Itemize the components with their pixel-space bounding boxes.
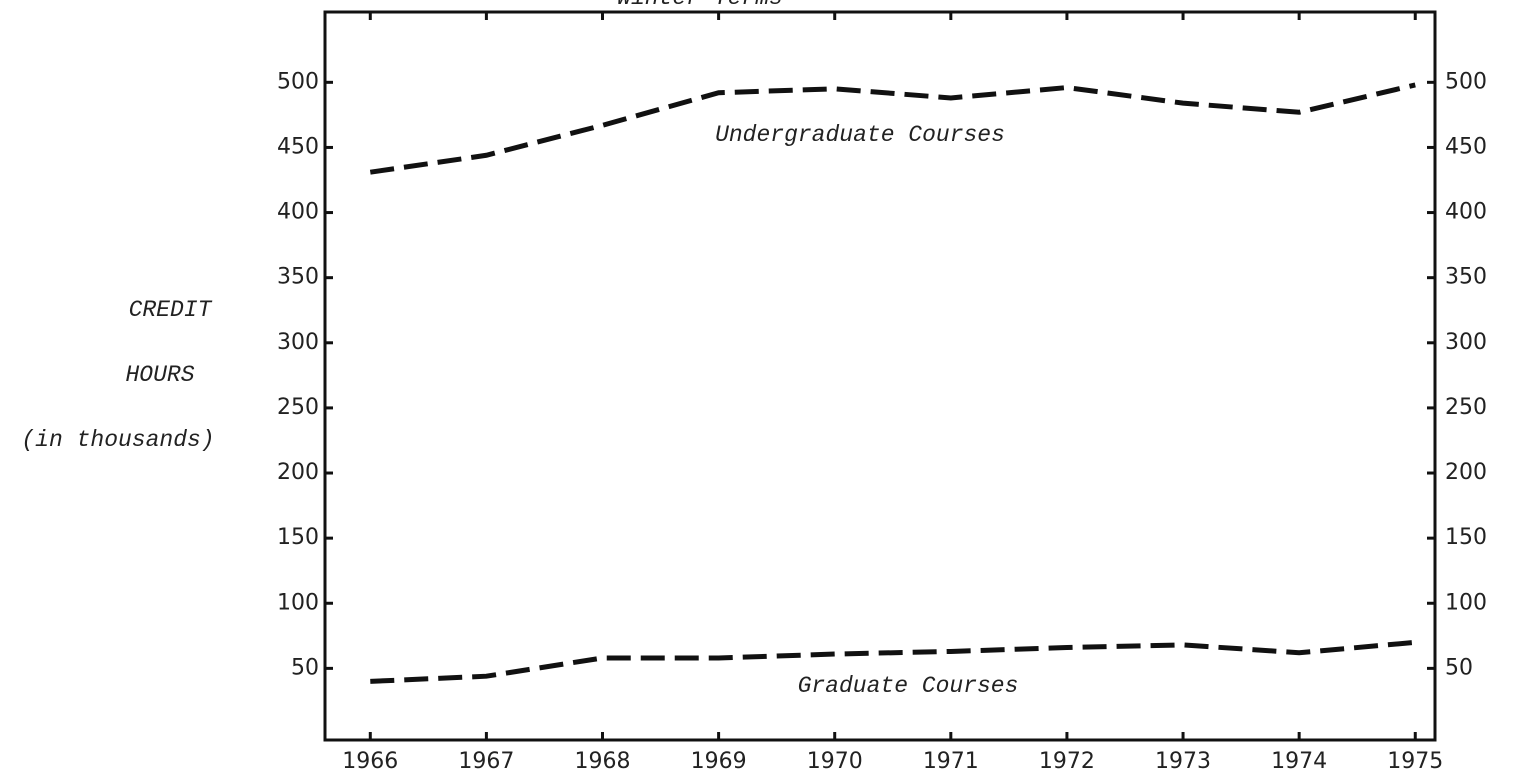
series-line (370, 639, 1416, 684)
y2-tick-label: 50 (1445, 655, 1473, 680)
x-tick-label: 1974 (1271, 749, 1327, 771)
x-tick-label: 1970 (807, 749, 863, 771)
y-tick-label: 250 (277, 395, 319, 420)
y2-tick-label: 200 (1445, 460, 1487, 485)
y-axis-label: CREDIT (129, 297, 213, 323)
y2-tick-label: 450 (1445, 134, 1487, 159)
y-tick-label: 200 (277, 460, 319, 485)
x-tick-label: 1973 (1155, 749, 1211, 771)
series-label: Undergraduate Courses (715, 122, 1005, 148)
y2-tick-label: 350 (1445, 265, 1487, 290)
y-tick-label: 150 (277, 525, 319, 550)
y-tick-label: 400 (277, 200, 319, 225)
plot-frame (323, 10, 1437, 742)
y-axis-label: (in thousands) (21, 427, 214, 453)
y2-tick-label: 150 (1445, 525, 1487, 550)
x-tick-label: 1966 (342, 749, 398, 771)
y-tick-label: 500 (277, 69, 319, 94)
x-tick-label: 1967 (458, 749, 514, 771)
series-label: Graduate Courses (798, 673, 1019, 699)
y2-tick-label: 400 (1445, 200, 1487, 225)
y2-tick-label: 300 (1445, 330, 1487, 355)
x-tick-label: 1972 (1039, 749, 1095, 771)
y2-tick-label: 250 (1445, 395, 1487, 420)
y-tick-label: 350 (277, 265, 319, 290)
x-tick-label: 1968 (575, 749, 631, 771)
y-tick-label: 100 (277, 590, 319, 615)
y-tick-label: 300 (277, 330, 319, 355)
y-tick-label: 450 (277, 134, 319, 159)
x-tick-label: 1975 (1387, 749, 1443, 771)
y-tick-label: 50 (291, 655, 319, 680)
y-axis-label: HOURS (125, 362, 194, 388)
y2-tick-label: 500 (1445, 69, 1487, 94)
series-line (369, 82, 1416, 175)
y2-tick-label: 100 (1445, 590, 1487, 615)
x-tick-label: 1971 (923, 749, 979, 771)
x-tick-label: 1969 (691, 749, 747, 771)
chart-title: Winter Terms (617, 0, 783, 11)
